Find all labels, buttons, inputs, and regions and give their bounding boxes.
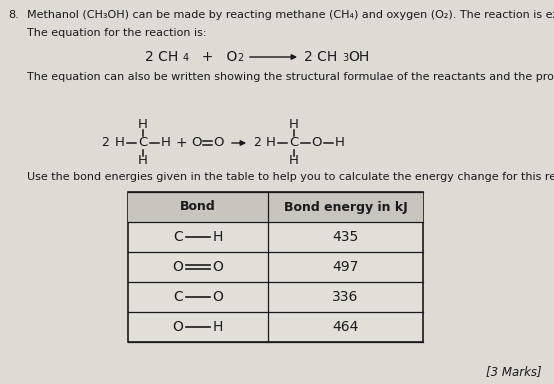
Text: H: H [138, 154, 148, 167]
Text: O: O [213, 290, 223, 304]
Text: Bond: Bond [180, 200, 216, 214]
Text: +   O: + O [193, 50, 237, 64]
Text: The equation for the reaction is:: The equation for the reaction is: [27, 28, 207, 38]
Text: The equation can also be written showing the structural formulae of the reactant: The equation can also be written showing… [27, 72, 554, 82]
Text: O: O [172, 260, 183, 274]
Text: H: H [213, 230, 223, 244]
Text: [3 Marks]: [3 Marks] [486, 365, 542, 378]
Text: O: O [172, 320, 183, 334]
Text: O: O [214, 136, 224, 149]
Text: 336: 336 [332, 290, 358, 304]
Text: 4: 4 [183, 53, 189, 63]
Text: O: O [213, 260, 223, 274]
Text: H: H [289, 119, 299, 131]
Text: 2: 2 [253, 136, 261, 149]
Text: H: H [266, 136, 276, 149]
Text: Bond energy in kJ: Bond energy in kJ [284, 200, 407, 214]
Text: C: C [289, 136, 299, 149]
Text: 8.: 8. [8, 10, 19, 20]
Text: O: O [191, 136, 201, 149]
Text: Use the bond energies given in the table to help you to calculate the energy cha: Use the bond energies given in the table… [27, 172, 554, 182]
Text: C: C [173, 290, 183, 304]
Text: H: H [161, 136, 171, 149]
Text: 497: 497 [332, 260, 358, 274]
Text: H: H [335, 136, 345, 149]
Text: 3: 3 [342, 53, 348, 63]
Text: H: H [213, 320, 223, 334]
Text: 2: 2 [237, 53, 243, 63]
Text: H: H [289, 154, 299, 167]
Text: H: H [115, 136, 125, 149]
Text: 464: 464 [332, 320, 358, 334]
Bar [128, 192, 423, 222]
Text: 2 CH: 2 CH [304, 50, 337, 64]
Text: 2: 2 [101, 136, 109, 149]
Bar [128, 192, 423, 342]
Text: O: O [312, 136, 322, 149]
Text: H: H [138, 119, 148, 131]
Text: 2 CH: 2 CH [145, 50, 178, 64]
Text: 435: 435 [332, 230, 358, 244]
Text: C: C [173, 230, 183, 244]
Text: Methanol (CH₃OH) can be made by reacting methane (CH₄) and oxygen (O₂). The reac: Methanol (CH₃OH) can be made by reacting… [27, 10, 554, 20]
Text: C: C [138, 136, 147, 149]
Text: +: + [175, 136, 187, 150]
Text: OH: OH [348, 50, 370, 64]
